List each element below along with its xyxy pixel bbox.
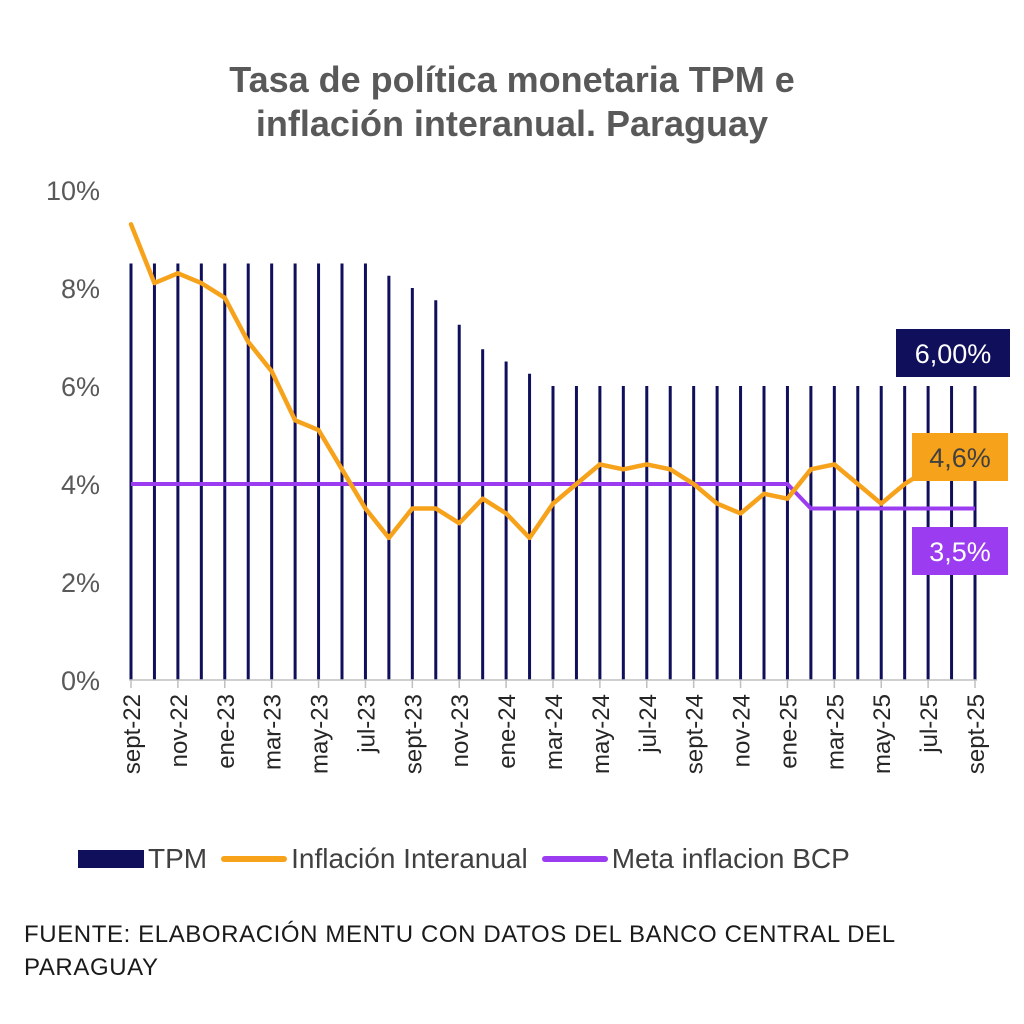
x-tick-label: nov-22 (166, 694, 193, 767)
legend-label-tpm: TPM (148, 843, 208, 874)
x-tick-label: may-23 (307, 694, 334, 774)
legend-swatch-target (541, 856, 608, 862)
tpm-callout-label: 6,00% (915, 339, 992, 369)
tpm-callout-box (896, 329, 1010, 377)
chart-title: Tasa de política monetaria TPM e inflaci… (0, 58, 1024, 146)
y-tick-label: 10% (46, 176, 100, 206)
tpm-bar (809, 386, 813, 680)
tpm-bar (317, 263, 321, 680)
x-tick-label: sept-23 (400, 694, 427, 774)
legend-swatch-inflation (221, 856, 288, 862)
tpm-bar (879, 386, 883, 680)
tpm-bar (832, 386, 836, 680)
tpm-bar (574, 386, 578, 680)
target-callout-label: 3,5% (929, 537, 991, 567)
x-tick-label: ene-23 (213, 694, 240, 769)
chart-plot: 0% 2% 4% 6% 8% 10% sept-22 nov-22 ene-23 mar-23 ma… (46, 176, 1010, 774)
y-tick-label: 8% (61, 274, 100, 304)
tpm-bar (739, 386, 743, 680)
x-tick-label: sept-22 (119, 694, 146, 774)
x-tick-label: nov-24 (729, 694, 756, 767)
x-tick-label: may-25 (869, 694, 896, 774)
tpm-bar (856, 386, 860, 680)
tpm-bars (129, 263, 977, 680)
inflation-line (128, 222, 978, 541)
y-tick-label: 6% (61, 372, 100, 402)
tpm-bar (692, 386, 696, 680)
x-tick-label: ene-24 (494, 694, 521, 769)
tpm-bar (387, 275, 391, 680)
tpm-bar (645, 386, 649, 680)
tpm-bar (528, 373, 532, 680)
tpm-bar (785, 386, 789, 680)
x-tick-label: ene-25 (775, 694, 802, 769)
tpm-bar (551, 386, 555, 680)
x-tick-label: nov-23 (447, 694, 474, 767)
tpm-bar (199, 263, 203, 680)
y-tick-label: 0% (61, 666, 100, 696)
tpm-bar (903, 386, 907, 680)
inflation-series (128, 222, 978, 541)
tpm-bar (598, 386, 602, 680)
x-tick-label: jul-25 (916, 694, 943, 754)
tpm-bar (129, 263, 133, 680)
x-tick-label: jul-23 (353, 694, 380, 754)
target-line (131, 482, 975, 511)
axes: 0% 2% 4% 6% 8% 10% sept-22 nov-22 ene-23 mar-23 ma… (46, 176, 990, 774)
target-callout-box (912, 527, 1008, 575)
legend-item-tpm: TPM (78, 843, 207, 875)
tpm-bar (270, 263, 274, 680)
legend-item-inflation: Inflación Interanual (221, 843, 528, 875)
x-tick-label: sept-25 (963, 694, 990, 774)
callouts: 6,00% 4,6% 3,5% (896, 329, 1010, 575)
target-series (131, 482, 975, 511)
source-note: FUENTE: ELABORACIÓN MENTU CON DATOS DEL … (24, 921, 895, 981)
tpm-bar (668, 386, 672, 680)
y-tick-label: 4% (61, 470, 100, 500)
x-tick-label: sept-24 (682, 694, 709, 774)
x-tick-label: jul-24 (635, 694, 662, 754)
legend-item-target: Meta inflacion BCP (541, 843, 850, 875)
inflation-callout: 4,6% (912, 433, 1008, 481)
tpm-bar (457, 324, 461, 680)
inflation-callout-label: 4,6% (929, 443, 991, 473)
inflation-callout-box (912, 433, 1008, 481)
tpm-bar (504, 361, 508, 680)
tpm-bar (762, 386, 766, 680)
tpm-bar (481, 349, 485, 680)
tpm-callout: 6,00% (896, 329, 1010, 377)
tpm-bar (293, 263, 297, 680)
x-tick-label: may-24 (588, 694, 615, 774)
y-tick-label: 2% (61, 568, 100, 598)
legend: TPM Inflación Interanual Meta inflacion … (78, 838, 864, 880)
tpm-bar (715, 386, 719, 680)
tpm-bar (223, 263, 227, 680)
tpm-bar (434, 300, 438, 680)
chart-title-line-2: inflación interanual. Paraguay (255, 103, 769, 144)
tpm-bar (621, 386, 625, 680)
tpm-bar (246, 263, 250, 680)
tpm-bar (363, 263, 367, 680)
legend-label-inflation: Inflación Interanual (291, 843, 528, 874)
chart-title-line-1: Tasa de política monetaria TPM e (229, 59, 795, 100)
x-tick-label: mar-25 (822, 694, 849, 770)
legend-swatch-tpm (78, 850, 144, 868)
tpm-bar (152, 263, 156, 680)
legend-label-target: Meta inflacion BCP (611, 843, 850, 874)
x-tick-label: mar-24 (541, 694, 568, 770)
x-tick-label: mar-23 (260, 694, 287, 770)
tpm-bar (176, 263, 180, 680)
target-callout: 3,5% (912, 527, 1008, 575)
